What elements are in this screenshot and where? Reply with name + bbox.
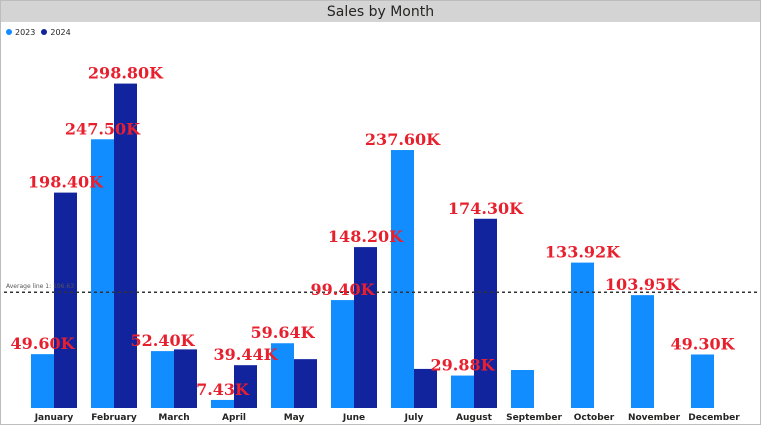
data-label-2024-february: 298.80K: [88, 64, 164, 83]
data-label-2024-august: 174.30K: [448, 199, 524, 218]
bar-2024-january[interactable]: [54, 192, 77, 408]
bar-2023-december[interactable]: [691, 354, 714, 408]
data-label-2024-january: 198.40K: [28, 173, 104, 192]
legend-item-2023[interactable]: 2023: [6, 28, 35, 37]
data-label-2023-january: 49.60K: [10, 334, 75, 353]
bar-2024-may[interactable]: [294, 359, 317, 408]
bar-2024-july[interactable]: [414, 368, 437, 408]
x-tick-june: June: [342, 413, 365, 423]
data-label-2024-april: 39.44K: [213, 345, 278, 364]
x-tick-july: July: [404, 413, 424, 423]
x-tick-october: October: [574, 413, 615, 423]
x-tick-september: September: [506, 413, 562, 423]
chart-title: Sales by Month: [326, 4, 435, 20]
bar-2023-august[interactable]: [451, 375, 474, 408]
bar-2024-august[interactable]: [474, 218, 497, 408]
bar-2023-april[interactable]: [211, 399, 234, 408]
bar-2024-april[interactable]: [234, 365, 257, 408]
bar-2023-july[interactable]: [391, 150, 414, 408]
legend-label-2023: 2023: [15, 27, 36, 37]
x-tick-december: December: [688, 413, 740, 423]
data-label-2023-april: 7.43K: [196, 380, 250, 399]
x-tick-february: February: [91, 413, 137, 423]
data-label-2023-december: 49.30K: [670, 334, 735, 353]
data-label-2023-july: 237.60K: [365, 130, 441, 149]
bar-2023-october[interactable]: [571, 262, 594, 408]
bar-2023-november[interactable]: [631, 295, 654, 408]
data-label-2024-june: 148.20K: [328, 227, 404, 246]
bar-2023-january[interactable]: [31, 354, 54, 408]
data-label-2023-may: 59.64K: [250, 323, 315, 342]
bar-2023-february[interactable]: [91, 139, 114, 409]
bar-2023-march[interactable]: [151, 351, 174, 408]
data-label-2023-october: 133.92K: [545, 243, 621, 262]
legend[interactable]: 2023 2024: [6, 26, 71, 38]
bar-2023-june[interactable]: [331, 300, 354, 408]
bar-2023-september[interactable]: [511, 370, 534, 408]
legend-dot-2024: [41, 29, 48, 35]
data-label-2023-august: 29.88K: [430, 356, 495, 375]
legend-dot-2023: [6, 29, 12, 35]
bar-2023-may[interactable]: [271, 343, 294, 408]
x-tick-march: March: [158, 413, 189, 423]
data-label-2023-november: 103.95K: [605, 275, 681, 294]
x-tick-august: August: [456, 413, 493, 423]
bar-2024-february[interactable]: [114, 83, 137, 409]
legend-item-2024[interactable]: 2024: [41, 27, 71, 37]
data-label-2023-february: 247.50K: [65, 119, 141, 138]
x-tick-april: April: [222, 413, 246, 423]
legend-label-2024: 2024: [50, 27, 71, 37]
x-tick-january: January: [34, 413, 74, 423]
title-bar: Sales by Month: [1, 1, 760, 22]
x-tick-may: May: [284, 413, 305, 423]
x-tick-november: November: [628, 413, 681, 423]
data-label-2023-march: 52.40K: [130, 331, 195, 350]
bar-2024-june[interactable]: [354, 247, 377, 408]
average-line-label: Average line 1: 106.63: [6, 283, 74, 290]
bar-2024-march[interactable]: [174, 349, 197, 408]
data-label-2023-june: 99.40K: [310, 280, 375, 299]
